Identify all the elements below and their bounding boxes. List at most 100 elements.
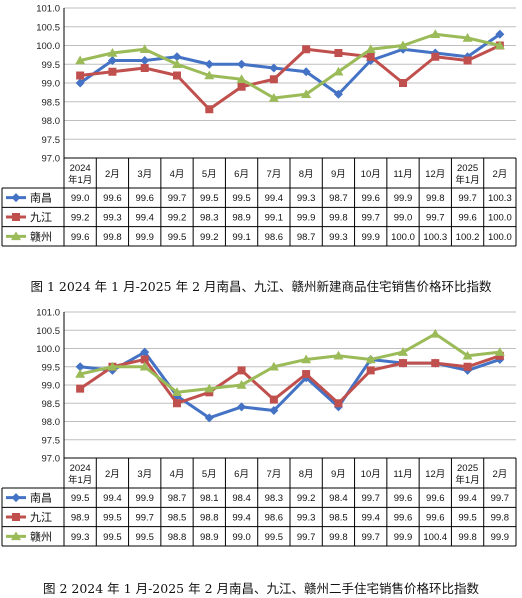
table-cell-value: 99.6 [394,493,413,504]
table-cell-value: 99.4 [265,193,284,204]
table-cell-value: 99.2 [71,213,90,224]
data-point [236,380,247,389]
table-cell-value: 99.8 [329,213,348,224]
series-line [79,44,501,111]
data-point [301,89,312,98]
data-point [140,64,149,72]
legend-key-marker [12,213,20,221]
legend-series-name: 赣州 [30,529,52,543]
y-tick-label: 98.0 [42,417,61,428]
data-point [365,44,376,53]
table-cell-value: 99.8 [103,232,122,243]
data-point [205,105,214,114]
x-tick-label: 10月 [361,169,381,180]
legend-series-name: 九江 [30,211,52,224]
table-cell-value: 99.3 [297,513,316,524]
x-tick-label: 8月 [299,169,314,180]
data-point [269,63,279,73]
legend-series-name: 南昌 [30,492,52,505]
data-point [204,59,214,69]
data-point [494,347,505,356]
table-cell-value: 99.8 [426,193,445,204]
table-cell-value: 99.3 [103,213,122,224]
data-point [399,359,407,368]
table-cell-value: 99.9 [394,532,413,543]
data-point [107,361,118,371]
x-tick-label: 2024 [70,463,91,474]
y-tick-label: 97.0 [42,154,61,165]
table-cell-value: 98.1 [200,493,219,504]
table-cell-value: 99.7 [426,213,445,224]
x-tick-label: 12月 [425,169,445,180]
table-cell-value: 98.9 [71,513,90,524]
x-tick-label: 3月 [137,169,152,180]
x-tick-label: 12月 [425,469,445,480]
table-cell-value: 99.9 [394,193,413,204]
table-cell-value: 98.5 [329,513,348,524]
y-tick-label: 100.0 [36,41,60,52]
table-cell-value: 99.5 [103,513,122,524]
data-point [494,40,505,50]
data-point [334,49,343,57]
x-tick-label: 4月 [170,169,185,180]
data-point [495,29,505,39]
table-cell-value: 99.7 [297,532,316,543]
y-tick-label: 99.5 [42,60,61,71]
x-tick-label: 6月 [234,469,249,480]
x-tick-label: 9月 [331,169,346,180]
data-point [269,75,278,84]
data-point [431,359,440,368]
table-cell-value: 100.3 [488,193,512,204]
data-point [301,67,311,77]
data-point [462,33,473,42]
data-point [365,354,376,364]
table-cell-value: 99.6 [135,193,154,204]
table-cell-value: 99.4 [103,493,122,504]
chart-1-svg: 97.0 97.5 98.0 98.5 99.0 99.5 100.0 100.5 101.0 2… [1,4,517,247]
x-tick-label: 2024 [70,163,91,174]
data-point [302,45,311,54]
data-point [173,399,181,408]
x-tick-label: 7月 [266,169,281,180]
data-point [76,71,85,80]
legend-key-marker [11,493,21,503]
table-cell-value: 99.0 [232,532,251,543]
x-tick-label: 年1月 [68,174,92,186]
data-point [333,350,344,360]
data-point [398,347,408,356]
table-cell-value: 99.7 [135,513,154,524]
x-tick-label: 10月 [361,469,381,480]
table-cell-value: 99.9 [361,232,380,243]
table-cell-value: 99.9 [491,532,510,543]
x-tick-label: 年1月 [455,174,479,186]
table-cell-value: 99.5 [265,532,284,543]
table-cell-value: 99.5 [71,493,90,504]
table-cell-value: 99.8 [491,513,510,524]
data-point [333,89,343,99]
y-tick-label: 100.5 [36,22,60,33]
data-point [462,350,473,360]
y-tick-label: 98.5 [42,97,61,108]
table-cell-value: 99.7 [361,493,380,504]
table-cell-value: 99.4 [361,513,380,524]
x-tick-label: 年1月 [455,474,479,486]
table-cell-value: 99.5 [200,193,219,204]
data-point [75,55,86,65]
x-tick-label: 11月 [393,469,412,480]
table-cell-value: 99.4 [458,493,477,504]
legend-key-marker [12,513,20,521]
legend-series-name: 南昌 [30,192,52,205]
table-cell-value: 99.1 [232,232,251,243]
data-point [431,52,440,61]
data-point [268,93,279,102]
y-tick-label: 100.0 [36,344,60,355]
table-cell-value: 99.8 [329,532,348,543]
table-cell-value: 98.4 [232,493,251,504]
data-point [204,383,215,393]
table-cell-value: 98.6 [265,232,284,243]
x-tick-label: 8月 [299,469,314,480]
table-cell-value: 100.4 [423,532,447,543]
data-point [237,82,246,91]
table-cell-value: 99.7 [458,193,477,204]
x-tick-label: 6月 [234,169,249,180]
